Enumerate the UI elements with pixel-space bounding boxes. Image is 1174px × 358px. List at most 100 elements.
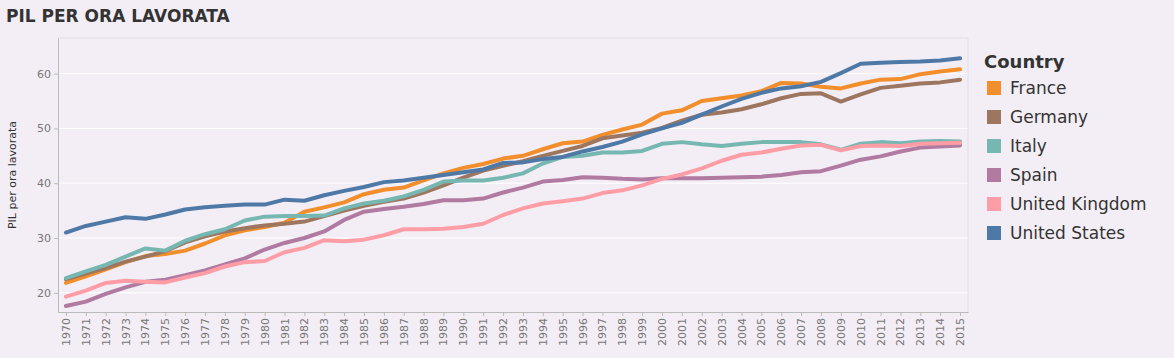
x-tick: 1994 (537, 312, 550, 346)
legend-swatch (987, 139, 1001, 153)
x-tick-mark (563, 312, 564, 316)
x-tick-label: 1987 (398, 318, 411, 346)
x-tick-label: 1972 (100, 318, 113, 346)
x-tick: 2003 (716, 312, 729, 346)
x-tick-label: 1974 (139, 318, 152, 346)
y-tick-mark (54, 293, 58, 294)
legend-label: Spain (1010, 165, 1058, 185)
x-tick: 2014 (934, 312, 947, 346)
x-tick-mark (245, 312, 246, 316)
x-tick: 1998 (616, 312, 629, 346)
x-tick-mark (265, 312, 266, 316)
x-tick-mark (523, 312, 524, 316)
title: PIL PER ORA LAVORATA (6, 6, 231, 26)
x-tick-mark (900, 312, 901, 316)
x-tick: 1977 (199, 312, 212, 346)
grid-line (58, 183, 968, 184)
legend-label: United States (1010, 223, 1125, 243)
x-tick: 1979 (239, 312, 252, 346)
x-tick-mark (781, 312, 782, 316)
x-tick-mark (225, 312, 226, 316)
series-line (66, 69, 960, 283)
x-tick: 1974 (139, 312, 152, 346)
x-tick: 2010 (855, 312, 868, 346)
legend-swatch (987, 197, 1001, 211)
x-axis: 1970197119721973197419751976197719781979… (59, 312, 969, 346)
x-tick-mark (503, 312, 504, 316)
x-tick-label: 1983 (318, 318, 331, 346)
x-tick: 1975 (159, 312, 172, 346)
x-tick: 1990 (457, 312, 470, 346)
x-tick-mark (205, 312, 206, 316)
grid-line (58, 73, 968, 74)
x-tick: 1985 (358, 312, 371, 346)
x-tick-label: 2008 (815, 318, 828, 346)
x-tick-label: 1995 (557, 318, 570, 346)
legend-swatch (987, 81, 1001, 95)
x-tick: 1978 (219, 312, 232, 346)
x-tick: 1997 (596, 312, 609, 346)
x-tick-label: 1984 (338, 318, 351, 346)
x-tick: 1995 (557, 312, 570, 346)
plot-frame (58, 38, 968, 39)
x-tick-label: 1978 (219, 318, 232, 346)
x-tick: 2002 (696, 312, 709, 346)
x-tick-label: 1999 (636, 318, 649, 346)
series-line (66, 58, 960, 232)
x-tick-label: 1986 (378, 318, 391, 346)
legend-swatch (987, 110, 1001, 124)
y-tick: 30 (37, 232, 58, 245)
x-tick-label: 2003 (716, 318, 729, 346)
legend: CountryFranceGermanyItalySpainUnited Kin… (984, 51, 1146, 243)
x-tick: 1992 (497, 312, 510, 346)
x-tick-mark (722, 312, 723, 316)
x-tick-label: 2013 (914, 318, 927, 346)
x-tick-mark (463, 312, 464, 316)
x-tick-mark (424, 312, 425, 316)
x-axis-line (59, 312, 969, 313)
x-tick-mark (86, 312, 87, 316)
x-tick-mark (920, 312, 921, 316)
x-tick: 2001 (676, 312, 689, 346)
x-tick-mark (285, 312, 286, 316)
x-tick-mark (364, 312, 365, 316)
x-tick-label: 1980 (259, 318, 272, 346)
y-tick-label: 50 (37, 122, 51, 135)
x-tick-label: 2014 (934, 318, 947, 346)
y-tick-label: 40 (37, 177, 51, 190)
x-tick-mark (821, 312, 822, 316)
x-tick-mark (662, 312, 663, 316)
x-tick-mark (940, 312, 941, 316)
x-tick: 1991 (477, 312, 490, 346)
legend-swatch (987, 226, 1001, 240)
x-tick-mark (106, 312, 107, 316)
y-tick-label: 30 (37, 232, 51, 245)
x-tick-label: 2006 (775, 318, 788, 346)
legend-label: France (1010, 78, 1067, 98)
x-tick-mark (861, 312, 862, 316)
x-tick-mark (841, 312, 842, 316)
grid (58, 74, 968, 293)
x-tick-label: 1985 (358, 318, 371, 346)
x-tick: 2008 (815, 312, 828, 346)
x-tick-label: 2002 (696, 318, 709, 346)
x-tick: 1983 (318, 312, 331, 346)
x-tick: 1993 (517, 312, 530, 346)
legend-swatch (987, 168, 1001, 182)
x-tick-label: 1992 (497, 318, 510, 346)
x-tick: 1999 (636, 312, 649, 346)
series-line (66, 145, 960, 306)
series-line (66, 80, 960, 279)
x-tick-label: 1993 (517, 318, 530, 346)
x-tick-label: 2012 (894, 318, 907, 346)
x-tick: 2009 (835, 312, 848, 346)
x-tick-mark (324, 312, 325, 316)
grid-line (58, 128, 968, 129)
y-tick-mark (54, 128, 58, 129)
x-tick: 1981 (279, 312, 292, 346)
x-tick-mark (543, 312, 544, 316)
y-tick: 20 (37, 287, 58, 300)
x-tick-mark (622, 312, 623, 316)
x-tick-mark (881, 312, 882, 316)
x-tick: 2013 (914, 312, 927, 346)
